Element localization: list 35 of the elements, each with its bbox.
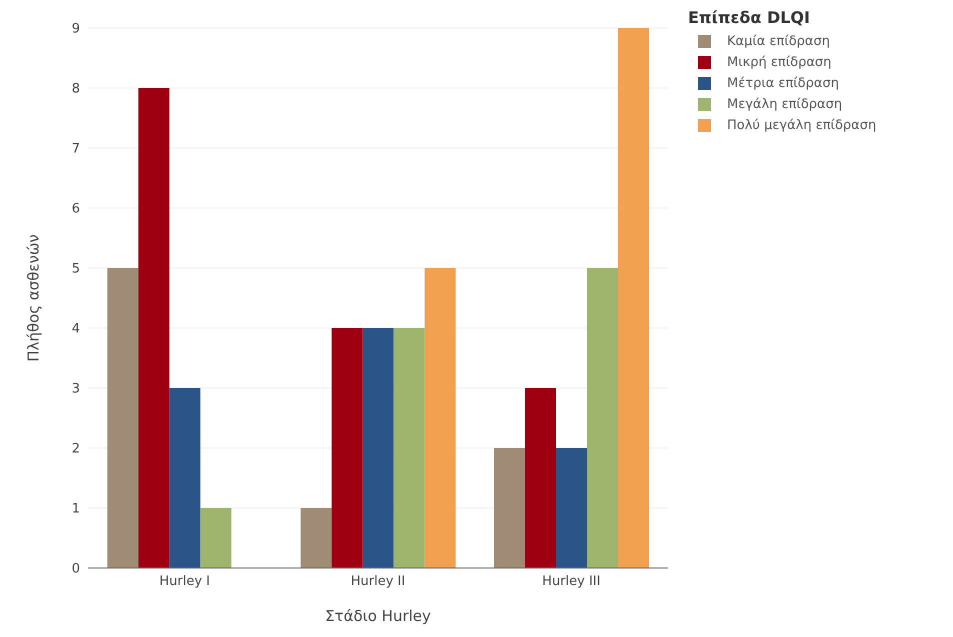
y-tick-label: 4 bbox=[72, 322, 80, 337]
y-tick-label: 2 bbox=[72, 442, 80, 457]
bar bbox=[300, 508, 332, 568]
bar bbox=[525, 388, 556, 568]
y-tick-label: 7 bbox=[72, 142, 80, 157]
legend-label: Μικρή επίδραση bbox=[727, 55, 832, 70]
bar bbox=[494, 448, 525, 568]
x-tick-label: Hurley III bbox=[542, 574, 600, 590]
x-tick-label: Hurley II bbox=[350, 574, 406, 590]
y-tick-label: 1 bbox=[72, 502, 80, 517]
bar bbox=[362, 328, 394, 568]
y-tick-label: 0 bbox=[72, 562, 80, 577]
bar bbox=[107, 268, 138, 568]
y-tick-label: 3 bbox=[72, 382, 80, 397]
bar bbox=[618, 28, 649, 568]
y-axis-title: Πλήθος ασθενών bbox=[24, 234, 42, 362]
bar bbox=[394, 328, 425, 568]
bar bbox=[587, 268, 618, 568]
bar bbox=[200, 508, 232, 568]
y-tick-label: 5 bbox=[72, 262, 80, 277]
legend-label: Πολύ μεγάλη επίδραση bbox=[727, 118, 876, 133]
bar bbox=[169, 388, 200, 568]
bar bbox=[556, 448, 587, 568]
bar bbox=[424, 268, 456, 568]
y-tick-label: 9 bbox=[72, 22, 80, 37]
bar bbox=[332, 328, 363, 568]
y-tick-label: 8 bbox=[72, 82, 80, 97]
x-tick-label: Hurley I bbox=[159, 574, 210, 590]
y-tick-label: 6 bbox=[72, 202, 80, 217]
bar bbox=[138, 88, 170, 568]
x-axis-title: Στάδιο Hurley bbox=[325, 607, 432, 625]
legend-title: Επίπεδα DLQI bbox=[688, 8, 811, 27]
legend-label: Μέτρια επίδραση bbox=[727, 76, 839, 91]
legend-label: Καμία επίδραση bbox=[727, 34, 830, 49]
legend-label: Μεγάλη επίδραση bbox=[727, 97, 842, 112]
